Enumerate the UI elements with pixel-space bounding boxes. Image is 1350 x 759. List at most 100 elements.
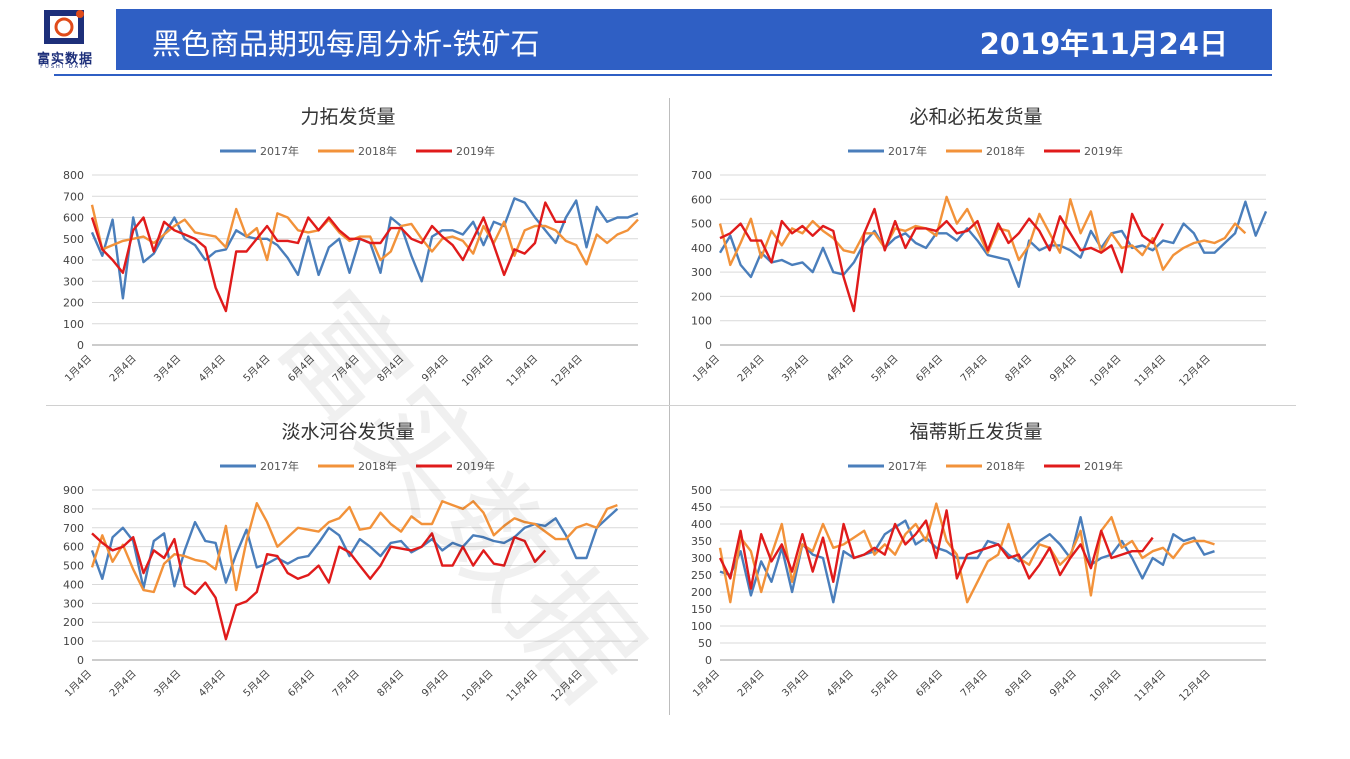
y-tick-label: 700 bbox=[691, 169, 712, 182]
y-tick-label: 700 bbox=[63, 522, 84, 535]
x-tick-label: 12月4日 bbox=[549, 668, 585, 704]
y-tick-label: 600 bbox=[691, 193, 712, 206]
chart-bhp: 必和必拓发货量 2017年 2018年 2019年 0 100 200 300 400 500 60… bbox=[676, 95, 1276, 405]
x-tick-label: 12月4日 bbox=[549, 353, 585, 389]
y-tick-label: 200 bbox=[63, 297, 84, 310]
y-tick-label: 0 bbox=[705, 654, 712, 667]
series-line-3 bbox=[91, 532, 547, 641]
series-line-3 bbox=[719, 207, 1165, 313]
legend-item-3: 2019年 bbox=[1044, 459, 1123, 473]
x-tick-label: 11月4日 bbox=[1132, 353, 1168, 389]
vertical-divider bbox=[669, 98, 670, 715]
x-tick-label: 10月4日 bbox=[459, 353, 495, 389]
legend-item-1: 2017年 bbox=[848, 459, 927, 473]
x-tick-label: 9月4日 bbox=[1047, 353, 1079, 385]
x-tick-label: 10月4日 bbox=[1087, 353, 1123, 389]
y-tick-label: 300 bbox=[691, 266, 712, 279]
series-line-3 bbox=[90, 201, 566, 313]
chart-fmg: 福蒂斯丘发货量 2017年 2018年 2019年 0 50 100 150 200 250 300… bbox=[676, 410, 1276, 720]
x-tick-label: 5月4日 bbox=[869, 353, 901, 385]
y-tick-label: 250 bbox=[691, 569, 712, 582]
y-tick-label: 0 bbox=[77, 339, 84, 352]
x-tick-label: 7月4日 bbox=[958, 668, 990, 700]
y-tick-label: 200 bbox=[691, 290, 712, 303]
legend-item-2: 2018年 bbox=[318, 459, 397, 473]
series-line-1 bbox=[718, 200, 1268, 288]
y-tick-label: 400 bbox=[63, 578, 84, 591]
x-tick-label: 11月4日 bbox=[1132, 668, 1168, 704]
x-tick-label: 5月4日 bbox=[241, 353, 273, 385]
y-tick-label: 500 bbox=[63, 233, 84, 246]
legend-label: 2019年 bbox=[456, 459, 495, 473]
x-tick-label: 12月4日 bbox=[1177, 668, 1213, 704]
legend-item-1: 2017年 bbox=[848, 144, 927, 158]
title-banner: 黑色商品期现每周分析-铁矿石 2019年11月24日 bbox=[116, 9, 1272, 70]
chart-title: 福蒂斯丘发货量 bbox=[909, 421, 1042, 443]
y-tick-label: 200 bbox=[63, 616, 84, 629]
legend-label: 2018年 bbox=[986, 459, 1025, 473]
y-tick-label: 100 bbox=[63, 635, 84, 648]
x-tick-label: 7月4日 bbox=[330, 353, 362, 385]
x-tick-label: 10月4日 bbox=[1087, 668, 1123, 704]
x-tick-label: 3月4日 bbox=[780, 353, 812, 385]
y-tick-label: 50 bbox=[698, 637, 712, 650]
legend-label: 2017年 bbox=[260, 144, 299, 158]
x-tick-label: 2月4日 bbox=[107, 668, 139, 700]
x-tick-label: 6月4日 bbox=[286, 353, 318, 385]
y-tick-label: 800 bbox=[63, 169, 84, 182]
x-tick-label: 4月4日 bbox=[196, 668, 228, 700]
y-tick-label: 600 bbox=[63, 541, 84, 554]
x-tick-label: 4月4日 bbox=[824, 353, 856, 385]
x-tick-label: 4月4日 bbox=[824, 668, 856, 700]
y-tick-label: 200 bbox=[691, 586, 712, 599]
series-line-1 bbox=[90, 197, 639, 300]
y-tick-label: 450 bbox=[691, 501, 712, 514]
y-tick-label: 400 bbox=[63, 254, 84, 267]
x-tick-label: 6月4日 bbox=[914, 668, 946, 700]
legend-item-1: 2017年 bbox=[220, 144, 299, 158]
chart-title: 力拓发货量 bbox=[300, 106, 395, 128]
x-tick-label: 9月4日 bbox=[419, 353, 451, 385]
y-tick-label: 500 bbox=[691, 484, 712, 497]
legend-item-2: 2018年 bbox=[946, 144, 1025, 158]
legend-label: 2019年 bbox=[1084, 144, 1123, 158]
legend-item-1: 2017年 bbox=[220, 459, 299, 473]
y-tick-label: 400 bbox=[691, 518, 712, 531]
y-tick-label: 150 bbox=[691, 603, 712, 616]
x-tick-label: 11月4日 bbox=[504, 668, 540, 704]
y-tick-label: 100 bbox=[691, 620, 712, 633]
x-tick-label: 6月4日 bbox=[286, 668, 318, 700]
x-tick-label: 9月4日 bbox=[419, 668, 451, 700]
x-tick-label: 2月4日 bbox=[735, 668, 767, 700]
report-date: 2019年11月24日 bbox=[979, 27, 1228, 61]
series-line-2 bbox=[718, 195, 1247, 271]
series-line-2 bbox=[718, 502, 1215, 604]
series-line-2 bbox=[90, 204, 639, 266]
y-tick-label: 400 bbox=[691, 242, 712, 255]
legend-label: 2017年 bbox=[260, 459, 299, 473]
x-tick-label: 10月4日 bbox=[459, 668, 495, 704]
legend-label: 2019年 bbox=[456, 144, 495, 158]
company-logo: 富实数据 FUSHI DATA bbox=[14, 8, 116, 72]
legend-item-3: 2019年 bbox=[416, 459, 495, 473]
x-tick-label: 11月4日 bbox=[504, 353, 540, 389]
page-title: 黑色商品期现每周分析-铁矿石 bbox=[152, 27, 540, 61]
y-tick-label: 300 bbox=[63, 275, 84, 288]
y-tick-label: 0 bbox=[705, 339, 712, 352]
chart-rio-tinto: 力拓发货量 2017年 2018年 2019年 0 100 200 300 400 500 600 7… bbox=[48, 95, 648, 405]
y-tick-label: 300 bbox=[63, 597, 84, 610]
legend-label: 2017年 bbox=[888, 144, 927, 158]
legend-item-3: 2019年 bbox=[416, 144, 495, 158]
x-tick-label: 4月4日 bbox=[196, 353, 228, 385]
legend-item-2: 2018年 bbox=[946, 459, 1025, 473]
x-tick-label: 3月4日 bbox=[152, 353, 184, 385]
legend-label: 2018年 bbox=[986, 144, 1025, 158]
x-tick-label: 8月4日 bbox=[375, 668, 407, 700]
series-line-2 bbox=[90, 500, 618, 594]
chart-vale: 淡水河谷发货量 2017年 2018年 2019年 0 100 200 300 400 500 60… bbox=[48, 410, 648, 720]
legend-label: 2018年 bbox=[358, 459, 397, 473]
logo-text: 富实数据 bbox=[36, 52, 93, 67]
x-tick-label: 1月4日 bbox=[690, 353, 722, 385]
legend-label: 2017年 bbox=[888, 459, 927, 473]
y-tick-label: 500 bbox=[691, 218, 712, 231]
